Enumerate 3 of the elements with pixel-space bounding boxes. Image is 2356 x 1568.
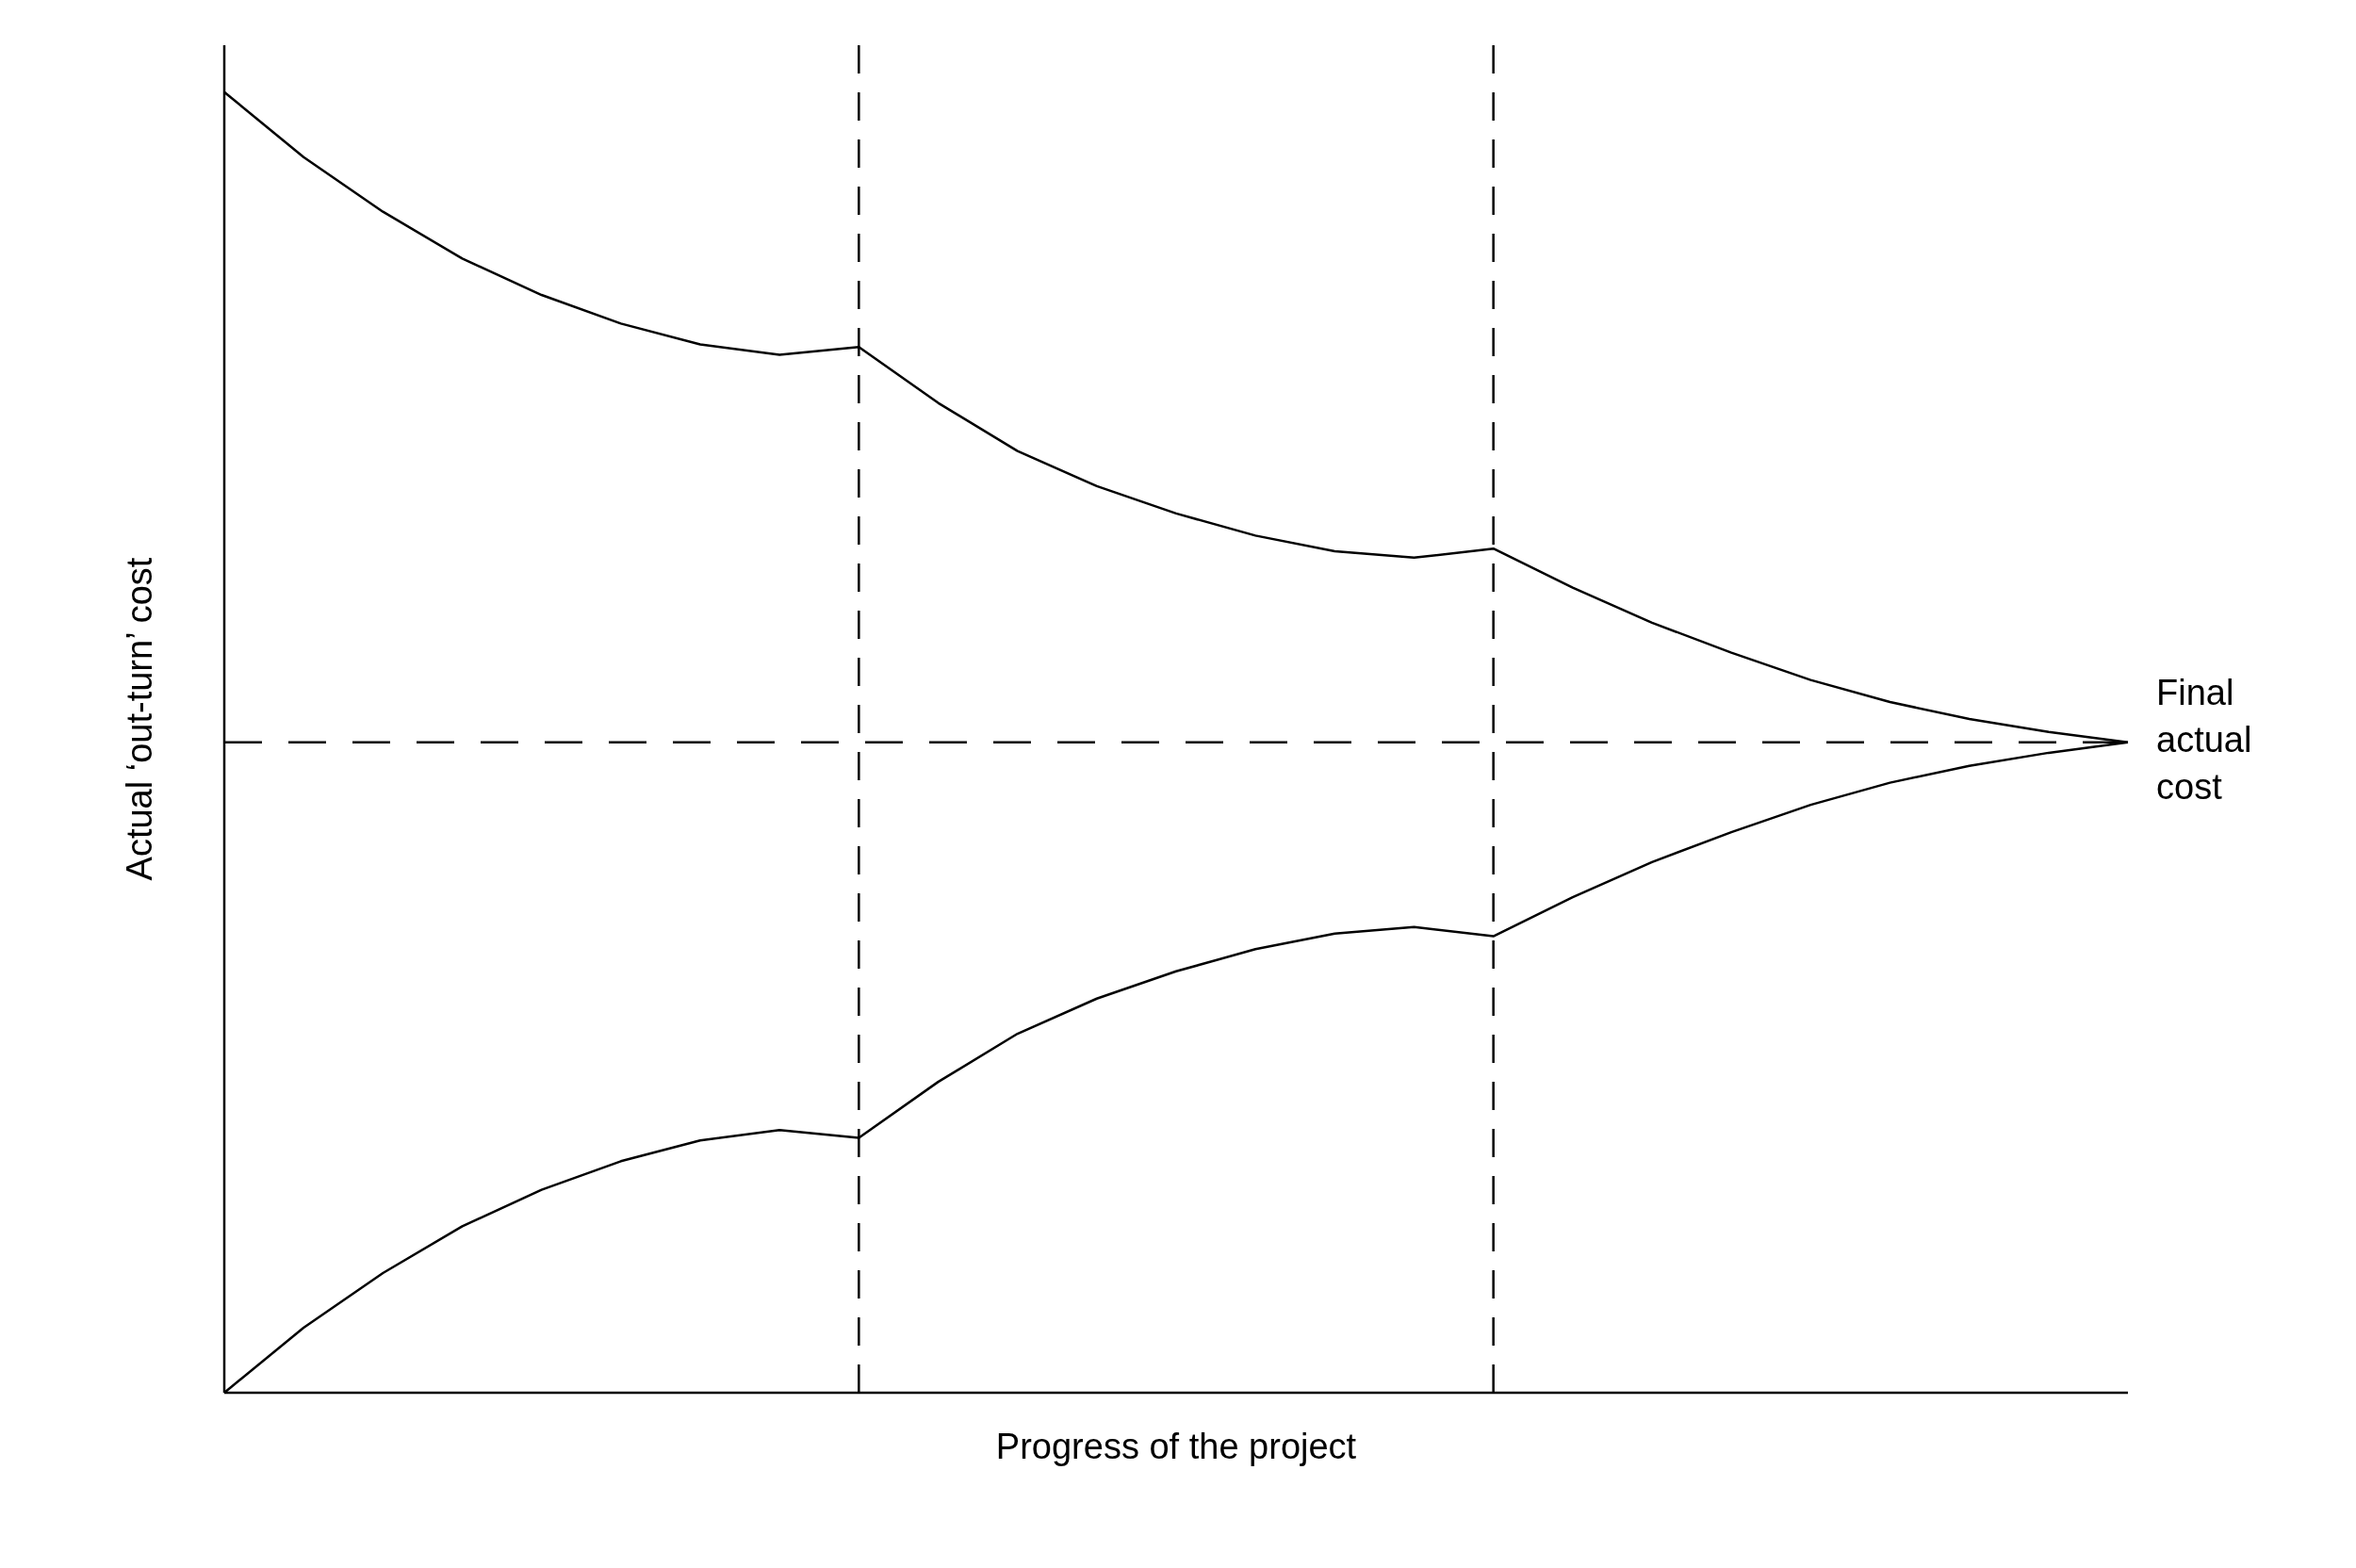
y-axis-title: Actual ‘out-turn’ cost <box>120 557 160 881</box>
x-axis-title: Progress of the project <box>995 1427 1357 1466</box>
text: Final actual cost <box>2156 672 2252 807</box>
